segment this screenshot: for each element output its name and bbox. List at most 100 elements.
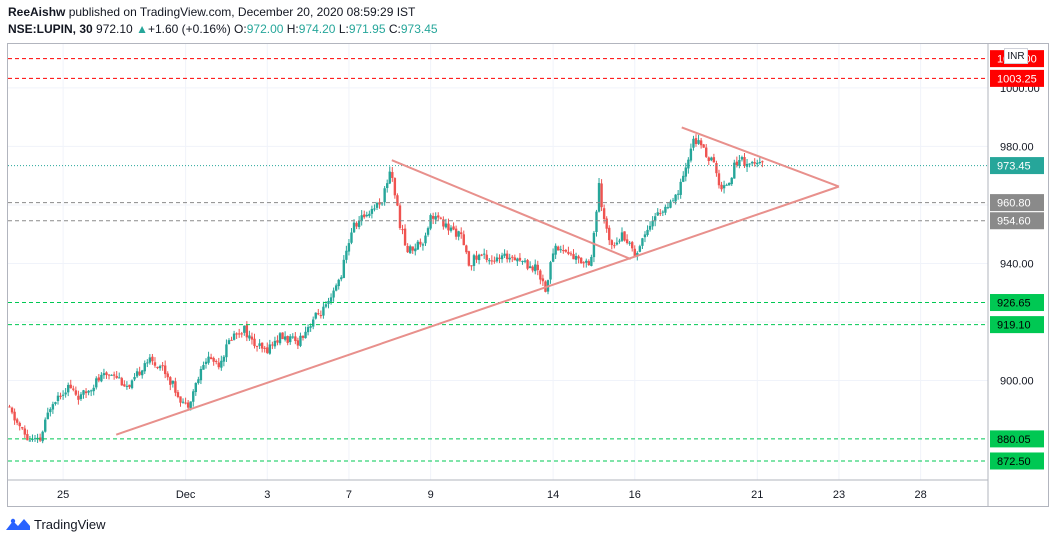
author-name[interactable]: ReeAishw [8, 5, 66, 19]
candle-body [174, 381, 177, 393]
footer: TradingView [6, 516, 106, 532]
x-tick-label: 23 [833, 489, 845, 501]
candle-body [179, 396, 182, 403]
candle-body [740, 157, 744, 160]
candle-body [291, 336, 294, 338]
candle-body [743, 157, 746, 166]
currency-button[interactable]: INR [1004, 48, 1028, 64]
candle-body [495, 257, 499, 262]
candle-body [33, 438, 37, 440]
candle-body [511, 256, 514, 258]
candle-body [243, 325, 246, 333]
tradingview-brand[interactable]: TradingView [34, 516, 106, 532]
x-tick-label: 21 [751, 489, 763, 501]
candle-body [730, 177, 733, 185]
candle-body [171, 380, 175, 384]
open-label: O: [234, 22, 247, 36]
candle-body [250, 336, 254, 340]
candle-body [710, 157, 713, 161]
candle-body [207, 356, 210, 363]
candle-body [59, 395, 62, 397]
candle-body [518, 257, 522, 261]
candle-body [158, 366, 162, 369]
candle-body [209, 357, 213, 360]
candle-body [705, 147, 708, 157]
candle-body [21, 427, 24, 429]
candle-body [534, 264, 537, 272]
tradingview-logo-icon[interactable] [6, 516, 30, 532]
candle-body [659, 213, 662, 215]
candle-body [278, 333, 282, 344]
candle-body [414, 248, 417, 252]
candle-body [590, 257, 593, 266]
candle-body [756, 162, 759, 165]
candle-body [340, 277, 343, 280]
candle-body [536, 264, 539, 271]
candle-body [452, 226, 455, 230]
candle-body [416, 241, 420, 250]
candle-body [648, 225, 652, 230]
candle-body [727, 182, 731, 186]
candle-body [579, 257, 583, 264]
candle-body [115, 375, 118, 378]
candle-body [750, 162, 754, 164]
candle-body [426, 228, 430, 235]
candle-body [31, 438, 34, 440]
candle-body [163, 365, 167, 375]
candle-body [500, 255, 504, 260]
candle-body [260, 342, 264, 349]
candle-body [493, 260, 496, 262]
candle-body [523, 260, 527, 262]
candle-body [169, 377, 172, 385]
current-price-badge [990, 157, 1044, 175]
price-chart[interactable]: 900.00920.00940.00960.00980.001000.00101… [8, 44, 1048, 506]
x-tick-label: 9 [428, 489, 434, 501]
candle-body [28, 440, 32, 442]
candle-body [266, 347, 269, 353]
candle-body [439, 217, 443, 219]
change-up-icon: ▲ [136, 22, 148, 36]
candle-body [332, 290, 335, 298]
candle-body [679, 181, 682, 195]
candle-body [758, 162, 762, 164]
candle-body [454, 228, 458, 237]
candle-body [608, 227, 611, 241]
candle-body [541, 278, 545, 282]
candle-body [391, 172, 394, 178]
candle-body [656, 212, 659, 216]
candle-body [699, 140, 703, 146]
candle-body [646, 229, 649, 235]
candle-body [480, 254, 483, 256]
candle-body [161, 365, 164, 367]
candle-body [176, 392, 180, 398]
chart-frame [7, 43, 1049, 507]
x-tick-label: 3 [264, 489, 270, 501]
candle-body [342, 259, 346, 278]
candle-body [378, 202, 381, 205]
candle-body [153, 362, 157, 366]
candle-body [475, 255, 478, 260]
candle-body [490, 260, 494, 262]
candle-body [386, 183, 389, 189]
candle-body [503, 253, 506, 256]
candle-body [694, 138, 698, 145]
candle-body [248, 335, 251, 339]
candle-body [437, 215, 440, 218]
candle-body [255, 345, 259, 347]
x-tick-label: 25 [57, 489, 69, 501]
candle-body [631, 242, 634, 249]
candle-body [745, 163, 749, 167]
candle-body [411, 246, 414, 251]
candle-body [281, 332, 284, 340]
candle-body [574, 256, 578, 260]
level-price-label: 872.50 [997, 456, 1031, 468]
candle-body [513, 257, 517, 261]
candle-body [717, 173, 721, 186]
candle-body [733, 162, 736, 179]
candle-body [597, 183, 601, 212]
candle-body [309, 326, 312, 328]
candle-body [396, 195, 399, 206]
candle-body [641, 238, 644, 246]
candle-body [72, 388, 75, 390]
candle-body [107, 374, 111, 376]
